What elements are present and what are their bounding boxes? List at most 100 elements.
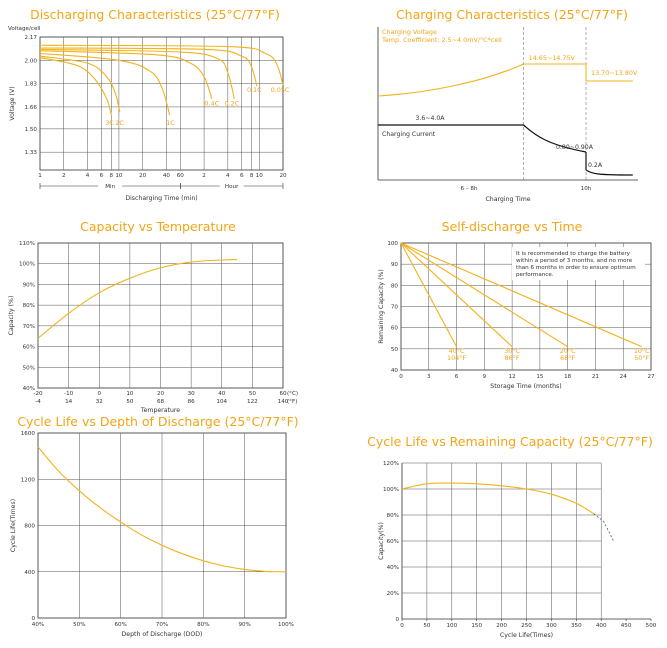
x-tick-label: 60	[177, 173, 185, 179]
chart-title-cycle-life-dod: Cycle Life vs Depth of Discharge (25°C/7…	[17, 414, 298, 429]
cycle-life-capacity-extrapolation	[593, 513, 614, 542]
y-tick-label: 400	[24, 570, 35, 576]
x-unit-fahrenheit: (°F)	[287, 399, 297, 405]
x-tick-label: 50%	[73, 622, 85, 628]
y-tick-label: 60%	[23, 345, 35, 351]
x-tick-label: 100%	[278, 622, 294, 628]
discharge-curve-2C	[39, 55, 121, 113]
x-tick-label-fahrenheit: 140	[278, 399, 289, 405]
x-tick-label: 2	[202, 173, 206, 179]
x-tick-label: 6	[240, 173, 244, 179]
self-discharge-line-20c	[400, 242, 568, 348]
x-tick-label-celsius: 40	[218, 391, 226, 397]
charging-current-float	[585, 169, 633, 176]
x-tick-label: 10h	[581, 186, 592, 192]
x-tick-label-celsius: 30	[188, 391, 196, 397]
y-tick-label: 40%	[387, 565, 399, 571]
self-discharge-temp-c: 10°C	[634, 347, 650, 355]
x-tick-label: 40%	[32, 622, 44, 628]
x-tick-label: 12	[509, 374, 516, 380]
discharge-curve-01C	[39, 47, 258, 87]
x-tick-label-celsius: -10	[64, 391, 74, 397]
self-discharge-line-30c	[400, 242, 513, 348]
x-tick-label-celsius: 10	[126, 391, 134, 397]
x-tick-label-fahrenheit: 14	[65, 399, 73, 405]
x-tick-label: 2	[62, 173, 66, 179]
y-axis-header: Voltage/cell	[8, 26, 41, 32]
x-tick-label-fahrenheit: -4	[35, 399, 41, 405]
x-tick-label: 0	[400, 623, 404, 629]
x-tick-label: 3	[427, 374, 431, 380]
x-tick-label: 10	[115, 173, 123, 179]
cycle-life-capacity-chart: 120% 100% 80% 60% 40% 20% 00 50 100 150 200 250 300 3…	[378, 461, 657, 639]
y-axis-title: Cycle Life(Times)	[10, 499, 17, 552]
absorb-current-label: 0.80~0.90A	[556, 144, 594, 151]
x-tick-label: 27	[647, 374, 655, 380]
y-tick-label: 1200	[21, 477, 36, 483]
capacity-temperature-curve	[37, 259, 238, 339]
discharge-curve-3C	[39, 57, 112, 116]
storage-note-line: within a period of 3 months, and no more	[516, 258, 633, 264]
discharge-curve-label: 3C	[105, 119, 114, 127]
y-tick-label: 80%	[387, 513, 399, 519]
self-discharge-temp-c: 30°C	[504, 347, 520, 355]
x-tick-label-fahrenheit: 104	[216, 399, 227, 405]
cycle-life-dod-curve	[37, 446, 287, 573]
y-tick-label: 100%	[19, 262, 35, 268]
x-tick-label: 9	[483, 374, 487, 380]
self-discharge-temp-f: 68°F	[560, 354, 575, 362]
x-tick-label-fahrenheit: 32	[96, 399, 103, 405]
y-tick-label: 120%	[383, 461, 399, 467]
x-tick-label: 0	[399, 374, 403, 380]
x-tick-label-fahrenheit: 86	[188, 399, 196, 405]
x-axis-title: Cycle Life(Times)	[500, 632, 553, 639]
discharge-curve-label: 0.05C	[271, 86, 290, 94]
discharging-chart: 2.172.001.831.661.501.331 2 4 6 8 10 20 40 60 2 4 6…	[8, 26, 290, 202]
x-tick-label-fahrenheit: 122	[247, 399, 258, 405]
plot-frame	[39, 36, 284, 171]
x-tick-label: 300	[546, 623, 557, 629]
x-tick-label: 6	[455, 374, 459, 380]
y-tick-label: 90	[391, 262, 399, 268]
x-tick-label: 90%	[238, 622, 250, 628]
x-tick-label-celsius: 20	[157, 391, 165, 397]
x-tick-label: 4	[226, 173, 230, 179]
charging-voltage-curve	[377, 63, 524, 97]
x-unit-celsius: (°C)	[287, 391, 298, 397]
x-tick-label: 50	[423, 623, 431, 629]
discharge-curve-02C	[39, 48, 235, 99]
boost-voltage-label: 14.65~14.75V	[529, 54, 576, 62]
temp-coefficient: Temp. Coefficient: 2.5~4.0mV/°C*cell	[381, 36, 502, 44]
self-discharge-chart: 100 90 80 70 60 50 400 3 6 9 12 15 18 21 24 27 Storage T…	[378, 241, 655, 390]
x-tick-label: 8	[250, 173, 254, 179]
storage-note-line: than 6 months in order to ensure optimum	[516, 265, 636, 271]
y-axis-title: Capacity (%)	[8, 296, 15, 336]
x-tick-label: 500	[646, 623, 657, 629]
y-tick-label: 50%	[23, 365, 35, 371]
y-tick-label: 40%	[23, 386, 35, 392]
discharge-curve-04C	[39, 50, 213, 99]
x-axis-title: Discharging Time (min)	[125, 195, 197, 202]
y-tick-label: 0	[31, 616, 35, 622]
self-discharge-temp-f: 86°F	[505, 354, 520, 362]
chart-title-charging: Charging Characteristics (25°C/77°F)	[396, 7, 628, 22]
y-tick-label: 100%	[383, 487, 399, 493]
y-tick-label: 60%	[387, 539, 399, 545]
y-tick-label: 40	[391, 368, 399, 374]
x-tick-label: 21	[592, 374, 600, 380]
y-tick-label: 70	[391, 305, 399, 311]
x-tick-label: 24	[620, 374, 628, 380]
discharge-curve-1C	[39, 52, 171, 116]
y-tick-label: 50	[391, 347, 399, 353]
x-axis-title: Temperature	[140, 407, 180, 414]
x-tick-label: 15	[536, 374, 544, 380]
x-tick-label: 20	[279, 173, 287, 179]
x-axis-title: Charging Time	[485, 196, 530, 203]
storage-note: It is recommended to charge the battery w…	[516, 251, 636, 278]
y-tick-label: 1600	[21, 431, 36, 437]
storage-note-line: It is recommended to charge the battery	[516, 251, 631, 257]
unit-span-label: Hour	[225, 184, 239, 190]
y-tick-label: 0	[395, 617, 399, 623]
